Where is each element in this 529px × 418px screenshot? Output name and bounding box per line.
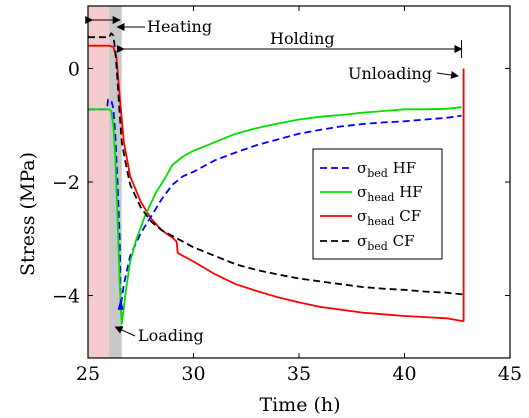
- annotation-arrows: [85, 16, 463, 337]
- phase-region-1: [88, 6, 110, 358]
- series-line-2: [88, 106, 462, 325]
- y-tick-label: −4: [52, 286, 80, 308]
- x-axis-title: Time (h): [259, 394, 340, 416]
- series-line-3: [88, 44, 465, 323]
- loading-tip-marker: [117, 298, 124, 310]
- series-layer: [88, 32, 465, 325]
- x-tick-label: 35: [287, 363, 311, 385]
- y-axis-title: Stress (MPa): [17, 152, 39, 276]
- unloading-pointer: [436, 71, 459, 79]
- annotation-holding: Holding: [270, 29, 335, 48]
- annotation-loading: Loading: [138, 326, 204, 345]
- annotation-layer: Heating Holding Unloading Loading: [138, 17, 432, 345]
- loading-pointer: [114, 326, 136, 337]
- plot-frame: [87, 5, 511, 359]
- series-line-1: [88, 98, 462, 308]
- series-line-4: [88, 32, 464, 296]
- x-tick-label: 40: [392, 363, 416, 385]
- annotation-unloading: Unloading: [348, 64, 432, 83]
- x-tick-label: 45: [498, 363, 522, 385]
- annotation-heating: Heating: [147, 17, 212, 36]
- axis-ticks: 25 30 35 40 45 0 −2 −4: [52, 6, 522, 385]
- legend: σbed HF σhead HF σhead CF σbed CF: [312, 148, 443, 260]
- y-tick-label: −2: [52, 172, 80, 194]
- x-tick-label: 30: [181, 363, 205, 385]
- x-tick-label: 25: [76, 363, 100, 385]
- y-tick-label: 0: [68, 58, 80, 80]
